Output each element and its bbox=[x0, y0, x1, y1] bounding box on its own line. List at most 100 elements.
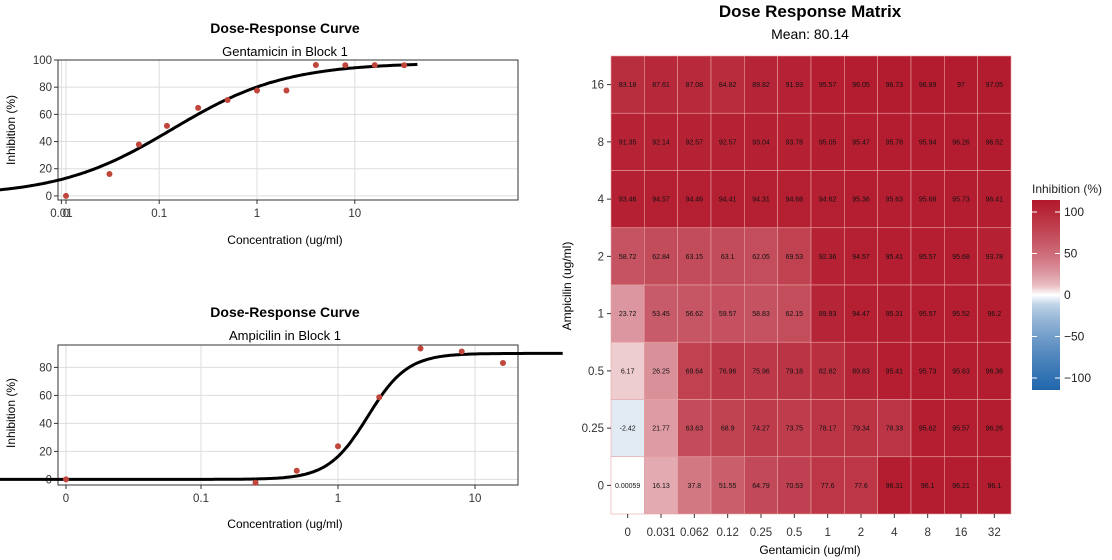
curve1-data-point bbox=[401, 62, 408, 69]
legend-tick-label: 50 bbox=[1064, 247, 1078, 261]
heatmap-cell-label: 23.72 bbox=[619, 311, 637, 318]
heatmap-cell-label: 75.96 bbox=[752, 368, 770, 375]
heatmap-cell-label: 96.26 bbox=[986, 426, 1004, 433]
heatmap-cell bbox=[844, 284, 878, 343]
heatmap-cell bbox=[610, 112, 645, 171]
heatmap-cell bbox=[810, 341, 845, 400]
heatmap-cell-label: 95.63 bbox=[952, 368, 970, 375]
heatmap-ytick-label: 4 bbox=[598, 194, 605, 206]
heatmap-cell-label: 82.82 bbox=[819, 368, 837, 375]
curve1-data-point bbox=[135, 141, 142, 148]
heatmap-cell-label: 89.93 bbox=[819, 311, 837, 318]
curve1-ytick-label: 20 bbox=[39, 164, 52, 176]
heatmap-cell-label: 95.63 bbox=[886, 197, 904, 204]
curve1-xtick-label: 0 bbox=[63, 208, 69, 220]
curve1-plot-area bbox=[58, 60, 518, 200]
curve2-xlabel: Concentration (ug/ml) bbox=[227, 517, 342, 531]
curve1-data-point bbox=[283, 87, 290, 94]
heatmap-cell-label: 78.17 bbox=[819, 426, 837, 433]
legend-title: Inhibition (%) bbox=[1032, 182, 1102, 196]
heatmap-cell-label: 64.79 bbox=[752, 483, 770, 490]
heatmap-xtick-label: 0.5 bbox=[786, 527, 802, 539]
curve2-ylabel: Inhibition (%) bbox=[4, 378, 18, 448]
curve2-xtick-label: 10 bbox=[469, 493, 482, 505]
curve2-ytick-label: 20 bbox=[39, 446, 52, 458]
heatmap-cell-label: 97.05 bbox=[986, 82, 1004, 89]
heatmap-cell-label: 79.34 bbox=[852, 426, 870, 433]
heatmap-cell-label: 95.57 bbox=[919, 311, 937, 318]
heatmap-cell bbox=[944, 227, 978, 286]
heatmap-cell bbox=[944, 55, 978, 114]
heatmap-cell bbox=[944, 341, 978, 400]
heatmap-cell bbox=[777, 284, 812, 343]
heatmap-title: Dose Response Matrix bbox=[719, 2, 902, 21]
curve2-data-point bbox=[499, 359, 506, 366]
curve2-ytick-label: 60 bbox=[39, 390, 52, 402]
heatmap-cell-label: 73.75 bbox=[786, 426, 804, 433]
heatmap-cell bbox=[610, 399, 645, 458]
heatmap-cell bbox=[744, 227, 778, 286]
heatmap-cell-label: 58.83 bbox=[752, 311, 770, 318]
curve2-ytick-label: 80 bbox=[39, 362, 52, 374]
heatmap-cell bbox=[810, 55, 845, 114]
heatmap-cell-label: 95.57 bbox=[952, 426, 970, 433]
curve2-fitted-curve bbox=[0, 351, 563, 481]
heatmap-cell-label: 92.36 bbox=[819, 254, 837, 261]
heatmap-cell-label: 89.83 bbox=[852, 368, 870, 375]
heatmap-cell-label: 92.57 bbox=[686, 139, 704, 146]
curve1-ytick-label: 80 bbox=[39, 82, 52, 94]
curve1-data-point bbox=[224, 97, 231, 104]
heatmap-xtick-label: 2 bbox=[858, 527, 864, 539]
heatmap-cell-label: 77.6 bbox=[821, 483, 835, 490]
heatmap-cell bbox=[777, 55, 812, 114]
heatmap-cell bbox=[677, 341, 712, 400]
heatmap-cell bbox=[810, 170, 845, 229]
curve1-data-point bbox=[195, 104, 202, 111]
heatmap-xtick-label: 8 bbox=[924, 527, 930, 539]
curve2-frame bbox=[57, 344, 519, 486]
heatmap-cell-label: 95.94 bbox=[919, 139, 937, 146]
heatmap-subtitle: Mean: 80.14 bbox=[771, 26, 849, 42]
heatmap-cell bbox=[910, 170, 945, 229]
legend-tick-label: 100 bbox=[1064, 205, 1084, 219]
heatmap-ytick-label: 8 bbox=[598, 137, 604, 149]
curve2-data-point bbox=[458, 348, 465, 355]
curve1-xtick-label: 10 bbox=[348, 208, 361, 220]
heatmap-cell-label: 95.57 bbox=[919, 254, 937, 261]
curve2-xtick-label: 0 bbox=[63, 493, 69, 505]
curve1-xtick-label: 0.1 bbox=[151, 208, 167, 220]
curve1-data-point bbox=[371, 62, 378, 69]
heatmap-cell-label: 96.2 bbox=[988, 311, 1002, 318]
heatmap-cell-label: 68.9 bbox=[721, 426, 735, 433]
heatmap-cell bbox=[877, 399, 912, 458]
heatmap-cell-label: 93.46 bbox=[619, 197, 637, 204]
heatmap-cell-label: 96.1 bbox=[921, 483, 935, 490]
heatmap-cell-label: 95.05 bbox=[819, 139, 837, 146]
heatmap-xtick-label: 4 bbox=[891, 527, 898, 539]
heatmap-cell-label: 96.31 bbox=[886, 483, 904, 490]
heatmap-xtick-label: 0.12 bbox=[716, 527, 738, 539]
curve1-ytick-label: 0 bbox=[46, 191, 52, 203]
heatmap-cell-label: 93.78 bbox=[786, 139, 804, 146]
heatmap-cell bbox=[710, 227, 745, 286]
heatmap-cell-label: 96.89 bbox=[919, 82, 937, 89]
curve1-frame bbox=[57, 59, 519, 201]
heatmap-cell bbox=[710, 112, 745, 171]
heatmap-cell bbox=[744, 55, 778, 114]
heatmap-cell-label: 89.82 bbox=[752, 82, 770, 89]
heatmap-cell-label: 96.36 bbox=[986, 368, 1004, 375]
heatmap-cell-label: 21.77 bbox=[652, 426, 670, 433]
heatmap-cell-label: 58.72 bbox=[619, 254, 637, 261]
heatmap-xtick-label: 16 bbox=[955, 527, 968, 539]
curve1-data-point bbox=[63, 192, 69, 199]
heatmap-cell-label: 95.36 bbox=[852, 197, 870, 204]
heatmap-cell-label: 87.61 bbox=[652, 82, 670, 89]
heatmap-cell-label: 76.96 bbox=[719, 368, 737, 375]
heatmap-xtick-label: 0.031 bbox=[647, 527, 676, 539]
heatmap-cell bbox=[844, 55, 878, 114]
heatmap-cell bbox=[710, 55, 745, 114]
heatmap-cell bbox=[610, 55, 645, 114]
heatmap-cell bbox=[944, 399, 978, 458]
heatmap-ytick-label: 2 bbox=[598, 251, 604, 263]
heatmap-cell-label: 83.18 bbox=[619, 82, 637, 89]
